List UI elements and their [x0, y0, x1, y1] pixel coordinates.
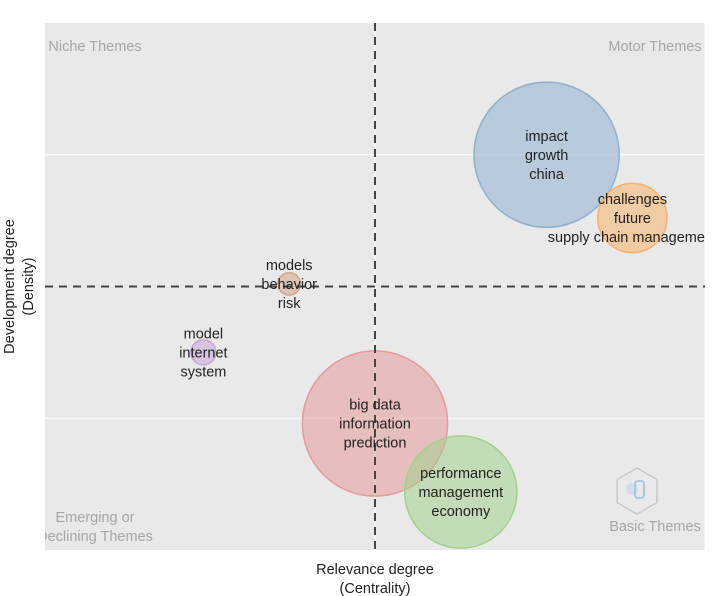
bubble-term-label: challenges — [598, 192, 667, 208]
bubble-term-label: system — [180, 364, 226, 380]
bubble-term-label: economy — [431, 504, 491, 520]
bubble-term-label: big data — [349, 398, 402, 414]
bubble-model[interactable] — [190, 339, 217, 366]
bubble-term-label: performance — [420, 466, 501, 482]
quadrant-label-emerging: Declining Themes — [37, 529, 153, 545]
bubble-term-label: china — [529, 167, 565, 183]
x-axis-title: Relevance degree (Centrality) — [316, 562, 434, 596]
quadrant-label-emerging: Emerging or — [56, 510, 135, 526]
bubbles — [190, 81, 668, 549]
bubble-term-label: information — [339, 417, 411, 433]
bubble-term-label: future — [614, 211, 651, 227]
quadrant-label-basic: Basic Themes — [609, 519, 701, 535]
logo-icon — [616, 467, 658, 515]
quadrant-dividers — [45, 23, 705, 550]
bubble-term-label: management — [418, 485, 503, 501]
bubble-term-label: impact — [525, 129, 568, 145]
bubble-models[interactable] — [277, 271, 302, 296]
bubble-performance[interactable] — [403, 435, 518, 549]
bubble-term-label: internet — [179, 345, 227, 361]
bubble-term-label: behavior — [261, 277, 317, 293]
quadrant-label-motor: Motor Themes — [608, 39, 701, 55]
bubble-term-label: prediction — [344, 436, 407, 452]
quadrant-labels: Niche Themes Motor Themes Emerging or Decli… — [37, 39, 702, 545]
bubble-challenges[interactable] — [597, 182, 668, 254]
bubble-term-label: risk — [278, 296, 301, 312]
bubble-impact[interactable] — [473, 81, 620, 229]
bubble-term-label: supply chain management — [548, 230, 712, 246]
bubble-term-label: model — [184, 326, 224, 342]
bubble-labels: impact growth china challenges future supply … — [179, 129, 712, 520]
bubble-term-label: growth — [525, 148, 569, 164]
bubble-term-label: models — [266, 258, 313, 274]
quadrant-label-niche: Niche Themes — [48, 39, 141, 55]
y-axis-title: Development degree (Density) — [2, 219, 37, 354]
